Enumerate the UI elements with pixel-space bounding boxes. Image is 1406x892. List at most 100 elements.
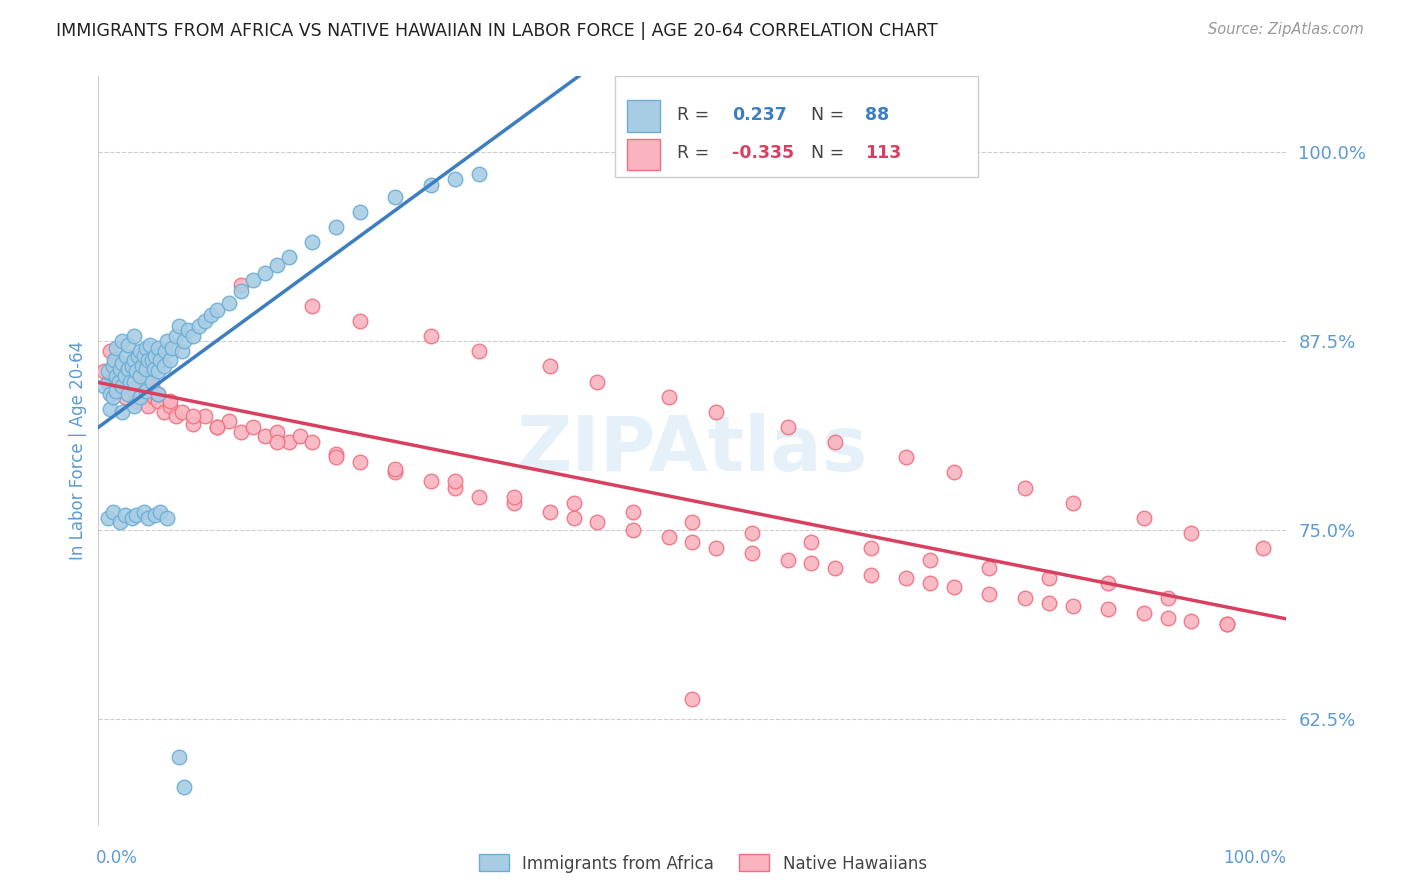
Point (920, 575, 942, 590)
Point (979, 561, 1001, 575)
Point (1216, 616, 1239, 631)
Point (120, 375, 142, 389)
Point (98, 386, 121, 401)
Point (1062, 599, 1084, 613)
Text: IMMIGRANTS FROM AFRICA VS NATIVE HAWAIIAN IN LABOR FORCE | AGE 20-64 CORRELATION: IMMIGRANTS FROM AFRICA VS NATIVE HAWAIIA… (56, 22, 938, 40)
Point (218, 296, 240, 310)
Point (129, 375, 152, 389)
Point (149, 505, 172, 519)
Point (143, 390, 166, 404)
Point (562, 511, 585, 525)
Point (101, 505, 124, 519)
Point (420, 475, 443, 489)
Point (136, 353, 159, 368)
Point (93, 379, 115, 393)
Point (98, 379, 121, 393)
Point (229, 277, 252, 292)
Point (111, 359, 134, 374)
Point (117, 338, 139, 352)
Point (122, 368, 145, 383)
Point (384, 466, 406, 480)
Point (145, 349, 167, 363)
Point (776, 553, 799, 567)
Text: 0.237: 0.237 (731, 105, 786, 124)
Point (467, 344, 489, 359)
Point (942, 581, 965, 595)
Point (114, 508, 136, 522)
Point (681, 692, 703, 706)
Point (93, 364, 115, 378)
Point (301, 435, 323, 450)
Point (1133, 511, 1156, 525)
Point (141, 375, 163, 389)
Point (135, 375, 157, 389)
Point (173, 780, 195, 795)
Point (129, 368, 152, 383)
Point (859, 541, 882, 555)
Point (146, 341, 169, 355)
Point (325, 447, 347, 461)
Point (1014, 591, 1036, 605)
Point (207, 303, 229, 318)
Point (824, 561, 846, 575)
Point (141, 353, 163, 368)
Legend: Immigrants from Africa, Native Hawaiians: Immigrants from Africa, Native Hawaiians (472, 847, 934, 880)
Point (111, 405, 134, 419)
Point (132, 505, 155, 519)
Text: 0.0%: 0.0% (96, 849, 138, 867)
Point (1180, 525, 1202, 540)
Point (108, 364, 131, 378)
Point (173, 334, 195, 348)
Point (325, 220, 347, 235)
Point (183, 409, 205, 424)
Point (704, 541, 727, 555)
Point (165, 329, 187, 343)
Point (105, 353, 128, 368)
Point (218, 414, 240, 428)
Point (467, 490, 489, 504)
Point (229, 284, 252, 298)
Point (122, 384, 145, 398)
Point (121, 359, 143, 374)
Point (160, 341, 183, 355)
Point (152, 359, 174, 374)
Point (1038, 571, 1060, 585)
FancyBboxPatch shape (627, 139, 661, 170)
Point (117, 386, 139, 401)
FancyBboxPatch shape (616, 76, 977, 177)
Point (200, 308, 222, 322)
Point (117, 371, 139, 385)
Point (101, 390, 124, 404)
Point (141, 379, 163, 393)
Point (621, 523, 644, 537)
Point (1133, 606, 1156, 620)
Point (253, 429, 276, 443)
Point (503, 490, 526, 504)
Point (741, 525, 763, 540)
Text: R =: R = (678, 144, 714, 162)
Point (266, 258, 288, 272)
Point (105, 368, 128, 383)
Point (1156, 611, 1178, 625)
Point (103, 353, 125, 368)
Point (114, 368, 136, 383)
Point (277, 251, 299, 265)
Point (824, 435, 846, 450)
Point (156, 511, 179, 525)
Point (349, 205, 371, 219)
Point (146, 364, 169, 378)
Point (444, 475, 467, 489)
Point (183, 417, 205, 431)
Point (349, 314, 371, 328)
Point (384, 190, 406, 204)
Y-axis label: In Labor Force | Age 20-64: In Labor Force | Age 20-64 (69, 341, 87, 560)
Point (979, 586, 1001, 600)
Point (125, 394, 148, 409)
Point (114, 349, 136, 363)
Text: N =: N = (811, 105, 851, 124)
Point (107, 375, 129, 389)
Point (135, 341, 157, 355)
Point (156, 334, 179, 348)
Point (194, 409, 217, 424)
Point (97, 364, 120, 378)
